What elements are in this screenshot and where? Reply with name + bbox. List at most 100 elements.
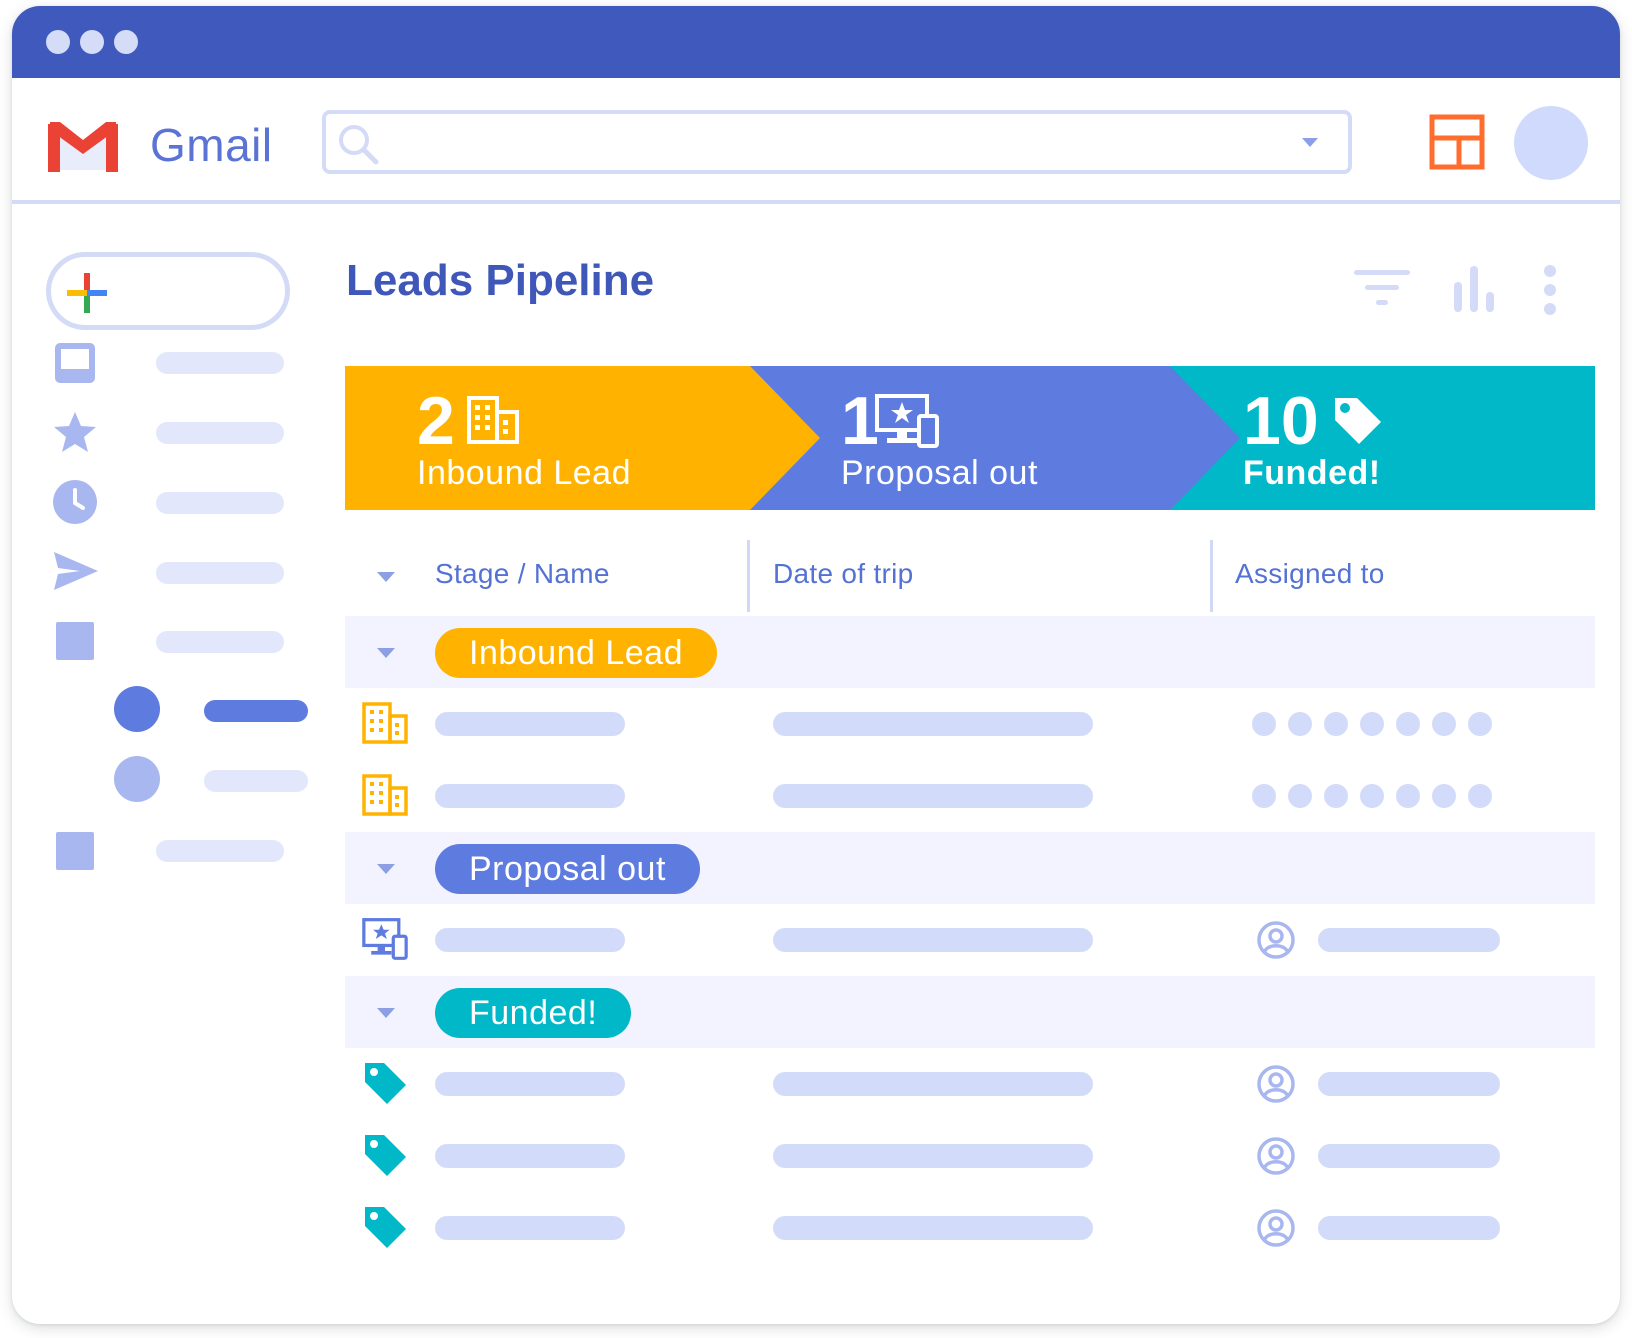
- column-header-assigned-to[interactable]: Assigned to: [1235, 558, 1385, 589]
- stage-count: 2: [417, 383, 455, 459]
- nav-item-label[interactable]: [156, 422, 284, 444]
- app-header: Gmail: [12, 78, 1620, 204]
- assignee-placeholder: [1318, 1072, 1500, 1096]
- label-item-selected[interactable]: [204, 700, 308, 722]
- assignee-dot: [1252, 784, 1276, 808]
- column-header-stage-name[interactable]: Stage / Name: [435, 558, 610, 589]
- column-header-date-of-trip[interactable]: Date of trip: [773, 558, 914, 589]
- building-icon: [362, 774, 408, 816]
- stage-inbound[interactable]: 2 Inbound Lead: [345, 366, 815, 510]
- label-dot[interactable]: [114, 686, 160, 732]
- chevron-down-icon[interactable]: [377, 1008, 395, 1018]
- inbox-icon[interactable]: [52, 340, 98, 386]
- assignee-dot: [1252, 712, 1276, 736]
- gmail-logo-icon[interactable]: [46, 116, 120, 172]
- more-vert-icon[interactable]: [1542, 264, 1558, 316]
- assignee-placeholder: [1318, 1216, 1500, 1240]
- label-item[interactable]: [204, 770, 308, 792]
- stage-label: Proposal out: [841, 454, 1038, 492]
- status-badge: Funded!: [435, 988, 632, 1038]
- column-divider[interactable]: [747, 540, 750, 612]
- assignee-dot: [1432, 712, 1456, 736]
- group-header-funded[interactable]: Funded!: [345, 976, 1595, 1048]
- row-name-placeholder: [435, 928, 625, 952]
- nav-item-label[interactable]: [156, 840, 284, 862]
- row-date-placeholder: [773, 1144, 1093, 1168]
- building-icon: [467, 396, 519, 444]
- search-bar[interactable]: [322, 110, 1352, 174]
- person-icon: [1257, 1137, 1295, 1175]
- assignee-dot: [1324, 712, 1348, 736]
- row-date-placeholder: [773, 784, 1093, 808]
- assignee-placeholder: [1318, 928, 1500, 952]
- assignee-dot: [1468, 784, 1492, 808]
- table-row[interactable]: [12, 1192, 1612, 1264]
- chevron-down-icon[interactable]: [377, 648, 395, 658]
- row-name-placeholder: [435, 784, 625, 808]
- nav-item-label[interactable]: [156, 352, 284, 374]
- square-icon[interactable]: [52, 618, 98, 664]
- avatar[interactable]: [1514, 106, 1588, 180]
- nav-item-label[interactable]: [156, 492, 284, 514]
- pipeline-stages: 2 Inbound Lead 1 Proposal out: [345, 366, 1595, 510]
- row-name-placeholder: [435, 712, 625, 736]
- assignee-dot: [1288, 784, 1312, 808]
- tag-icon: [365, 1207, 406, 1248]
- dropdown-caret-icon[interactable]: [1302, 138, 1318, 147]
- window-dot[interactable]: [114, 30, 138, 54]
- person-icon: [1257, 1209, 1295, 1247]
- assignee-dot: [1324, 784, 1348, 808]
- table-row[interactable]: [12, 904, 1612, 976]
- clock-icon[interactable]: [52, 479, 98, 525]
- row-name-placeholder: [435, 1072, 625, 1096]
- chevron-down-icon[interactable]: [377, 864, 395, 874]
- gmail-window: Gmail: [12, 6, 1620, 1324]
- send-icon[interactable]: [52, 548, 98, 594]
- tag-icon: [365, 1063, 406, 1104]
- row-date-placeholder: [773, 928, 1093, 952]
- table-row[interactable]: [12, 760, 1612, 832]
- stage-proposal[interactable]: 1 Proposal out: [765, 366, 1235, 510]
- bar-chart-icon[interactable]: [1452, 264, 1496, 312]
- assignee-dot: [1396, 712, 1420, 736]
- assignee-dot: [1468, 712, 1492, 736]
- row-date-placeholder: [773, 1216, 1093, 1240]
- stage-count: 10: [1243, 383, 1319, 459]
- collapse-all-icon[interactable]: [377, 572, 395, 582]
- stage-funded[interactable]: 10 Funded!: [1185, 366, 1595, 510]
- building-icon: [362, 702, 408, 744]
- devices-icon: [875, 394, 939, 448]
- group-header-proposal[interactable]: Proposal out: [345, 832, 1595, 904]
- label-dot[interactable]: [114, 756, 160, 802]
- devices-icon: [362, 918, 408, 960]
- nav-item-label[interactable]: [156, 562, 284, 584]
- search-icon[interactable]: [334, 120, 382, 168]
- assignee-dot: [1288, 712, 1312, 736]
- row-name-placeholder: [435, 1144, 625, 1168]
- window-dot[interactable]: [80, 30, 104, 54]
- star-icon[interactable]: [52, 410, 98, 456]
- tag-icon: [1335, 398, 1381, 444]
- person-icon: [1257, 921, 1295, 959]
- filter-icon[interactable]: [1354, 268, 1410, 308]
- plus-icon: [67, 273, 107, 313]
- layout-icon[interactable]: [1429, 114, 1485, 170]
- table-row[interactable]: [12, 1120, 1612, 1192]
- person-icon: [1257, 1065, 1295, 1103]
- table-header: Stage / Name Date of trip Assigned to: [345, 536, 1595, 616]
- window-dot[interactable]: [46, 30, 70, 54]
- column-divider[interactable]: [1210, 540, 1213, 612]
- row-date-placeholder: [773, 712, 1093, 736]
- assignee-dot: [1396, 784, 1420, 808]
- nav-item-label[interactable]: [156, 631, 284, 653]
- status-badge: Proposal out: [435, 844, 700, 894]
- square-icon[interactable]: [52, 828, 98, 874]
- group-header-inbound[interactable]: Inbound Lead: [345, 616, 1595, 688]
- compose-button[interactable]: [46, 252, 290, 330]
- row-date-placeholder: [773, 1072, 1093, 1096]
- assignee-dot: [1360, 712, 1384, 736]
- table-row[interactable]: [12, 688, 1612, 760]
- table-row[interactable]: [12, 1048, 1612, 1120]
- assignee-dot: [1360, 784, 1384, 808]
- stage-count: 1: [841, 383, 879, 459]
